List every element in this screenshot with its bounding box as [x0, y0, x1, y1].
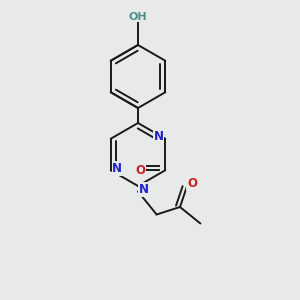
Text: N: N	[112, 162, 122, 175]
Text: N: N	[138, 183, 148, 196]
Text: O: O	[136, 164, 146, 177]
Text: O: O	[187, 177, 197, 190]
Text: OH: OH	[129, 12, 147, 22]
Text: N: N	[154, 130, 164, 143]
